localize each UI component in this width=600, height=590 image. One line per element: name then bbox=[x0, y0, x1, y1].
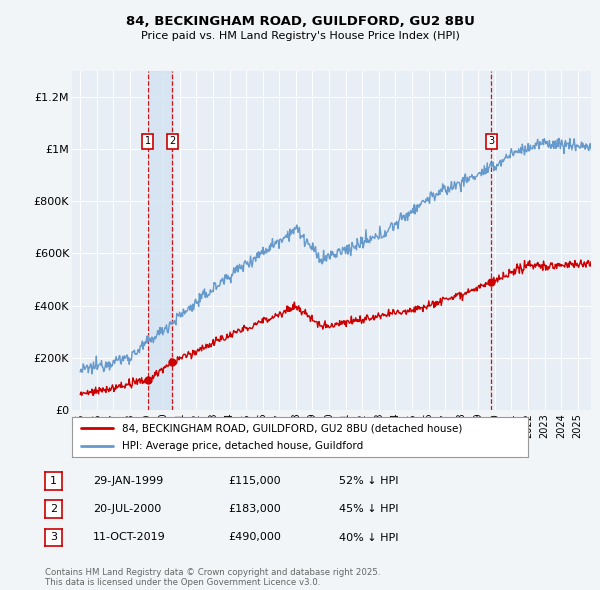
Text: 2: 2 bbox=[169, 136, 175, 146]
Text: 84, BECKINGHAM ROAD, GUILDFORD, GU2 8BU: 84, BECKINGHAM ROAD, GUILDFORD, GU2 8BU bbox=[125, 15, 475, 28]
Text: 1: 1 bbox=[50, 476, 57, 486]
Text: 40% ↓ HPI: 40% ↓ HPI bbox=[339, 533, 398, 542]
Text: 1: 1 bbox=[145, 136, 151, 146]
Text: HPI: Average price, detached house, Guildford: HPI: Average price, detached house, Guil… bbox=[122, 441, 364, 451]
Text: Contains HM Land Registry data © Crown copyright and database right 2025.
This d: Contains HM Land Registry data © Crown c… bbox=[45, 568, 380, 587]
Text: 3: 3 bbox=[488, 136, 494, 146]
Text: 84, BECKINGHAM ROAD, GUILDFORD, GU2 8BU (detached house): 84, BECKINGHAM ROAD, GUILDFORD, GU2 8BU … bbox=[122, 424, 463, 434]
Text: Price paid vs. HM Land Registry's House Price Index (HPI): Price paid vs. HM Land Registry's House … bbox=[140, 31, 460, 41]
Text: 45% ↓ HPI: 45% ↓ HPI bbox=[339, 504, 398, 514]
Text: 11-OCT-2019: 11-OCT-2019 bbox=[93, 533, 166, 542]
Text: 3: 3 bbox=[50, 533, 57, 542]
Text: £115,000: £115,000 bbox=[228, 476, 281, 486]
Bar bbox=[148, 71, 172, 410]
Text: £490,000: £490,000 bbox=[228, 533, 281, 542]
Text: 29-JAN-1999: 29-JAN-1999 bbox=[93, 476, 163, 486]
Text: 20-JUL-2000: 20-JUL-2000 bbox=[93, 504, 161, 514]
Text: 2: 2 bbox=[50, 504, 57, 514]
Text: 52% ↓ HPI: 52% ↓ HPI bbox=[339, 476, 398, 486]
Text: £183,000: £183,000 bbox=[228, 504, 281, 514]
